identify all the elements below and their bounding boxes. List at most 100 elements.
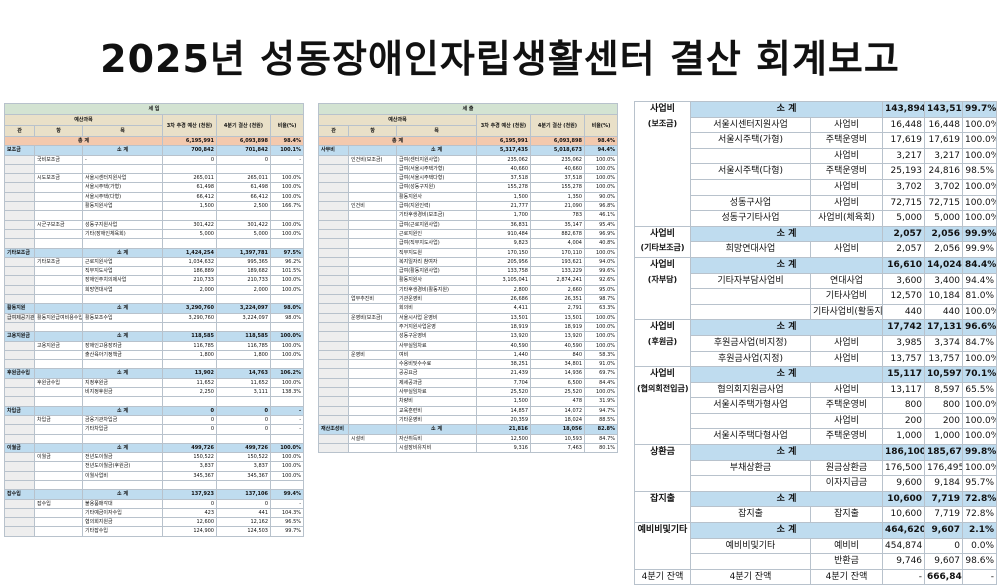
ratio-cell: 98.0% (269, 312, 305, 323)
settle-cell: 2,874,241 (530, 275, 585, 286)
kwan-cell (318, 442, 349, 454)
budget-cell (162, 163, 217, 175)
budget-cell: 12,600 (162, 517, 217, 528)
subtotal-row: 보조금 소 계 700,842 701,842 100.1% (4, 145, 305, 156)
budget-cell: 13,902 (162, 368, 217, 379)
table-row: 활동지원사업 1,500 2,500 166.7% (4, 201, 305, 212)
mok-cell: 지정후원금 (82, 377, 163, 389)
hang-cell (34, 442, 83, 454)
kwan-cell (4, 526, 35, 537)
category-cell: 예비비및기타 (634, 522, 691, 570)
ratio-cell: 99.9% (962, 241, 998, 258)
mok-cell: 활동지원사업 (82, 201, 163, 212)
ratio-cell: 70.1% (962, 366, 998, 383)
hang-cell (34, 210, 83, 221)
mok-cell: - (82, 154, 163, 165)
kwan-cell: 차입금 (4, 405, 35, 416)
hang-cell (34, 163, 83, 175)
mok-cell (82, 321, 163, 333)
mok-cell: 이월사업비 (82, 470, 163, 482)
budget-cell: 20,359 (476, 414, 531, 426)
table-row: 국비보조금 -0 0- (4, 154, 305, 165)
hang-cell: 이월금 (34, 452, 83, 463)
table-row: 성동구운영비 13,920 13,920 100.0% (318, 331, 619, 342)
settle-cell: 701,842 (216, 145, 271, 156)
table-row (4, 294, 305, 305)
kwan-cell (4, 349, 35, 361)
settle-cell: 3,837 (216, 461, 271, 472)
settle-cell: 0 (216, 154, 271, 165)
mok-cell: 소 계 (82, 368, 163, 379)
hang-cell (348, 405, 397, 416)
budget-cell: 1,500 (162, 201, 217, 212)
ratio-cell: - (269, 414, 305, 426)
settle-cell: 2,056 (924, 241, 964, 258)
mok-cell: 사업비 (809, 241, 884, 258)
kwan-cell (318, 359, 349, 370)
settle-cell: 10,593 (530, 433, 585, 444)
mok-cell: 사업비 (809, 194, 884, 212)
hang-cell: 성동구기타사업 (690, 210, 811, 227)
settle-cell (216, 396, 271, 407)
mok-cell: 사업비 (809, 147, 884, 165)
budget-cell: 170,150 (476, 247, 531, 258)
mok-cell: 기타차입금 (82, 424, 163, 435)
expense-total-label: 총 계 (318, 135, 477, 147)
settle-cell: 1,397,781 (216, 247, 271, 258)
kwan-cell: 사무비 (318, 145, 349, 156)
settle-cell: 200 (924, 412, 964, 430)
subtotal-label: 소 계 (689, 319, 884, 336)
mok-cell: 수용비및수수료 (396, 359, 477, 370)
hang-cell (348, 275, 397, 286)
settle-cell (216, 359, 271, 370)
mok-cell: 소 계 (82, 331, 163, 342)
budget-cell: 2,800 (476, 284, 531, 296)
budget-cell: 150,522 (162, 452, 217, 463)
ratio-cell: 99.9% (962, 225, 998, 243)
kwan-cell (318, 405, 349, 416)
category-name: 사업비 (650, 369, 675, 380)
mok-cell: 기관운영비 (396, 294, 477, 305)
table-row: 성동구기타사업 사업비(체육회) 5,000 5,000 100.0% (635, 210, 998, 227)
hang-cell (34, 461, 83, 472)
budget-cell: 423 (162, 507, 217, 519)
ratio-cell: 100.0% (962, 428, 998, 446)
expense-total-ratio: 98.4% (583, 135, 619, 147)
mok-cell: 급여(근로지원사업) (396, 219, 477, 230)
hang-cell (348, 210, 397, 221)
income-total-ratio: 98.4% (269, 135, 305, 147)
hang-cell (348, 238, 397, 249)
ratio-cell: 100.0% (269, 377, 305, 389)
ratio-cell: 100.0% (962, 303, 998, 321)
hang-cell (348, 359, 397, 370)
budget-cell: 3,290,760 (162, 303, 217, 314)
hang-cell (34, 386, 83, 398)
kwan-cell (318, 377, 349, 389)
ratio-cell: 72.8% (962, 506, 998, 524)
mok-cell: 여비 (396, 349, 477, 361)
table-row: 시설장비유지비 9,316 7,463 80.1% (318, 442, 619, 454)
table-row: 서울시주택가형사업 주택운영비 800 800 100.0% (635, 397, 998, 414)
hang-cell: 업무추진비 (348, 294, 397, 305)
budget-cell: 40,590 (476, 340, 531, 351)
hang-cell (34, 489, 83, 500)
expense-total-settle: 6,093,898 (530, 135, 585, 147)
ratio-cell: 91.0% (583, 359, 619, 370)
hang-cell (34, 368, 83, 379)
settle-cell: 2,000 (216, 284, 271, 296)
table-row: 급여(활동지원사업) 133,758 133,229 99.6% (318, 266, 619, 277)
kwan-cell (4, 191, 35, 203)
hang-cell: 서울시주택(다형) (690, 163, 811, 180)
budget-cell: 11,652 (162, 377, 217, 389)
ratio-cell: 100.0% (583, 321, 619, 333)
table-row: 회의비 4,411 2,791 63.3% (318, 303, 619, 314)
hang-cell (348, 386, 397, 398)
business-rows: 사업비(보조금)소 계143,894143,51799.7%서울시센터지원사업사… (634, 101, 998, 585)
ratio-cell: 100.0% (583, 340, 619, 351)
ratio-cell: 100.0% (962, 178, 998, 196)
subtotal-label: 소 계 (689, 522, 884, 539)
settle-cell: 124,503 (216, 526, 271, 537)
budget-cell: 3,105,041 (476, 275, 531, 286)
settle-cell: 143,517 (924, 101, 964, 118)
